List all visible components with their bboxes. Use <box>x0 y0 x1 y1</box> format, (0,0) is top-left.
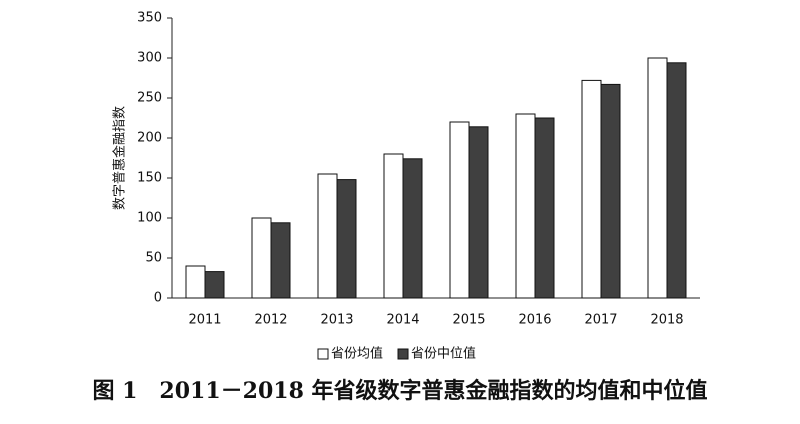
bar <box>402 158 423 299</box>
bar <box>534 117 555 299</box>
x-tick-label: 2011 <box>188 313 221 328</box>
x-tick-label: 2017 <box>584 313 617 328</box>
legend-label: 省份均值 <box>331 346 383 362</box>
y-tick-label: 200 <box>137 131 162 146</box>
y-tick-label: 150 <box>137 171 162 186</box>
bar <box>185 265 206 299</box>
bar <box>270 222 291 299</box>
x-tick-label: 2013 <box>320 313 353 328</box>
x-tick-label: 2018 <box>650 313 683 328</box>
bar <box>336 179 357 299</box>
x-tick-label: 2016 <box>518 313 551 328</box>
y-tick-label: 250 <box>137 91 162 106</box>
chart-title: 图 1 2011－2018 年省级数字普惠金融指数的均值和中位值 <box>92 378 707 404</box>
legend-label: 省份中位值 <box>411 346 476 362</box>
bar <box>600 83 621 299</box>
bar <box>383 153 404 299</box>
y-tick-label: 50 <box>145 251 162 266</box>
x-tick-label: 2012 <box>254 313 287 328</box>
legend-swatch <box>397 348 409 360</box>
y-axis-label: 数字普惠金融指数 <box>112 106 128 210</box>
bar <box>666 62 687 299</box>
x-tick-label: 2015 <box>452 313 485 328</box>
y-tick-label: 300 <box>137 51 162 66</box>
bar <box>251 217 272 299</box>
bar <box>581 79 602 299</box>
y-tick-label: 100 <box>137 211 162 226</box>
y-tick-label: 0 <box>154 291 162 306</box>
bar <box>468 126 489 299</box>
bar <box>515 113 536 299</box>
bar <box>449 121 470 299</box>
bar <box>317 173 338 299</box>
legend-swatch <box>317 348 329 360</box>
bar <box>647 57 668 299</box>
x-tick-label: 2014 <box>386 313 419 328</box>
y-tick-label: 350 <box>137 11 162 26</box>
bar <box>204 271 225 299</box>
